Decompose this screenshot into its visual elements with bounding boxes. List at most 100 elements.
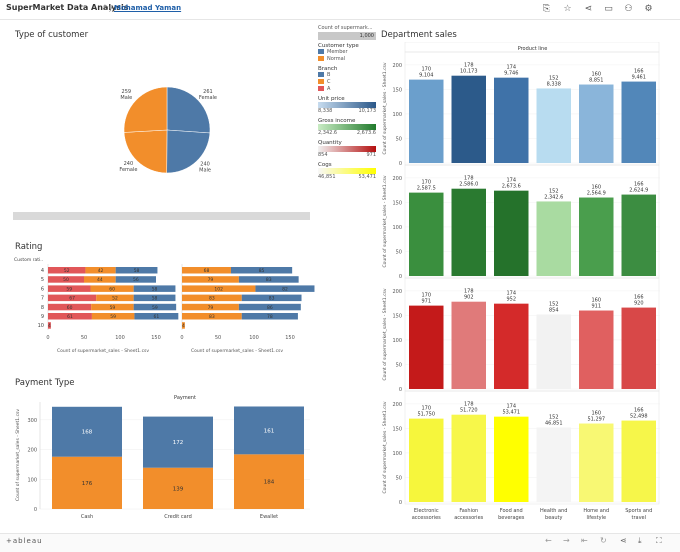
horizontal-scrollbar[interactable] [13,212,310,220]
dept-ytick: 50 [396,475,402,481]
dept-bar-metric: 9,461 [632,75,646,81]
author-link[interactable]: Mohamad Yaman [114,4,182,12]
rating-right-label: 83 [266,277,272,283]
dept-ytick: 100 [392,225,402,231]
dept-bar-metric: 8,338 [547,81,561,87]
rating-left-label: 60 [109,286,115,292]
branch-legend-item-a[interactable]: A [318,86,376,93]
dept-bar [451,188,486,276]
payment-bar-member [143,416,213,468]
dept-bar-metric: 46,851 [545,420,563,426]
branch-legend-item-b[interactable]: B [318,72,376,79]
star-icon[interactable]: ☆ [563,4,572,14]
payment-ytick: 0 [34,507,37,513]
rating-left-bar [48,276,84,283]
rating-title: Rating [15,242,43,252]
rating-row-header: Custom rati.. [14,258,44,263]
rating-left-label: 44 [97,277,103,283]
dept-ytick: 150 [392,426,402,432]
payment-bar-normal [143,467,213,509]
dept-ytick: 150 [392,87,402,93]
dept-bar-count: 152 [549,414,559,420]
dept-bar [451,414,486,502]
dept-bar-count: 166 [634,295,644,301]
rating-right-bar [255,285,315,292]
dept-bar [579,197,614,276]
payment-member-label: 172 [173,440,184,446]
rating-right-xlabel: Count of supermarket_sales - Sheet1.csv [191,348,283,354]
branch-legend-item-swatch [318,79,324,84]
branch-legend-item-c[interactable]: C [318,79,376,86]
branch-legend-item-swatch [318,72,324,77]
rating-left-tick: 50 [81,335,87,341]
dept-category-label: accessories [412,515,441,521]
gross-income-min: 2,342.6 [318,130,338,136]
revert-all-icon[interactable]: ⇤ [581,536,588,545]
rating-left-label: 61 [153,314,159,320]
rating-right-bar [182,285,256,292]
pie-slice-gender: Female [119,167,137,173]
dept-ylabel: Count of supermarket_sales - Sheet1.csv [382,401,388,493]
rating-right-label: 83 [269,296,275,302]
rating-right-tick: 50 [215,335,221,341]
pie-slice [123,86,168,133]
dept-bar-metric: 2,586.0 [459,182,478,188]
rating-left-bar [48,294,97,302]
dept-category-label: lifestyle [586,515,606,521]
dept-ytick: 0 [399,500,402,506]
dept-ylabel: Count of supermarket_sales - Sheet1.csv [382,288,388,380]
rating-row-label: 6 [41,286,44,292]
redo-icon[interactable]: → [563,536,570,545]
rating-left-label: 56 [133,277,139,283]
dept-ytick: 50 [396,362,402,368]
dept-ytick: 50 [396,136,402,142]
rating-left-bar [85,267,116,274]
rating-right-label: 86 [267,305,273,311]
dept-bar [536,201,571,276]
dept-bar-count: 170 [421,180,431,186]
undo-icon[interactable]: ← [545,536,552,545]
dept-category-label: Health and [540,508,567,514]
dept-bar-metric: 51,297 [588,417,606,423]
subscribe-icon[interactable]: ⚇ [624,4,633,14]
footer-share-icon[interactable]: ⋖ [620,536,627,545]
revert-icon[interactable]: ⎘ [542,4,551,14]
dept-bar-metric: 920 [634,301,644,307]
dept-bar [494,303,529,389]
fullscreen-icon[interactable]: ⛶ [656,536,662,545]
comment-icon[interactable]: ▭ [604,4,613,14]
page-title: SuperMarket Data Analysis [6,3,129,12]
dept-bar-metric: 854 [549,307,559,313]
rating-right-bar [230,267,293,274]
refresh-icon[interactable]: ↻ [600,536,607,545]
gross-income-legend-title: Gross income [318,118,356,124]
tableau-logo[interactable]: +ableau [6,537,43,545]
cogs-legend-title: Cogs [318,162,332,168]
dept-bar [494,190,529,276]
dept-bar-metric: 53,471 [503,410,521,416]
dept-ytick: 200 [392,402,402,408]
dept-bar-count: 174 [506,404,516,410]
rating-left-label: 4 [48,323,51,329]
dept-bar-count: 152 [549,188,559,194]
payment-category-label: Cash [81,514,93,520]
dept-bar-metric: 2,342.6 [544,194,563,200]
quantity-ramp [318,146,376,152]
dept-bar [451,75,486,163]
download-icon[interactable]: ⤓ [638,536,642,545]
rating-right-label: 83 [209,296,215,302]
rating-left-label: 50 [63,277,69,283]
rating-left-bar [91,303,134,311]
rating-row-label: 8 [41,305,44,311]
customer-type-legend-item-member[interactable]: Member [318,49,376,56]
rating-right-bar [238,276,299,283]
share-icon[interactable]: ⋖ [584,4,593,14]
dept-bar-count: 160 [591,298,601,304]
dept-bar-count: 166 [634,408,644,414]
settings-icon[interactable]: ⚙ [644,4,653,14]
dept-bar-metric: 902 [464,295,474,301]
customer-type-legend-item-normal[interactable]: Normal [318,56,376,63]
payment-bar-normal [234,454,304,509]
